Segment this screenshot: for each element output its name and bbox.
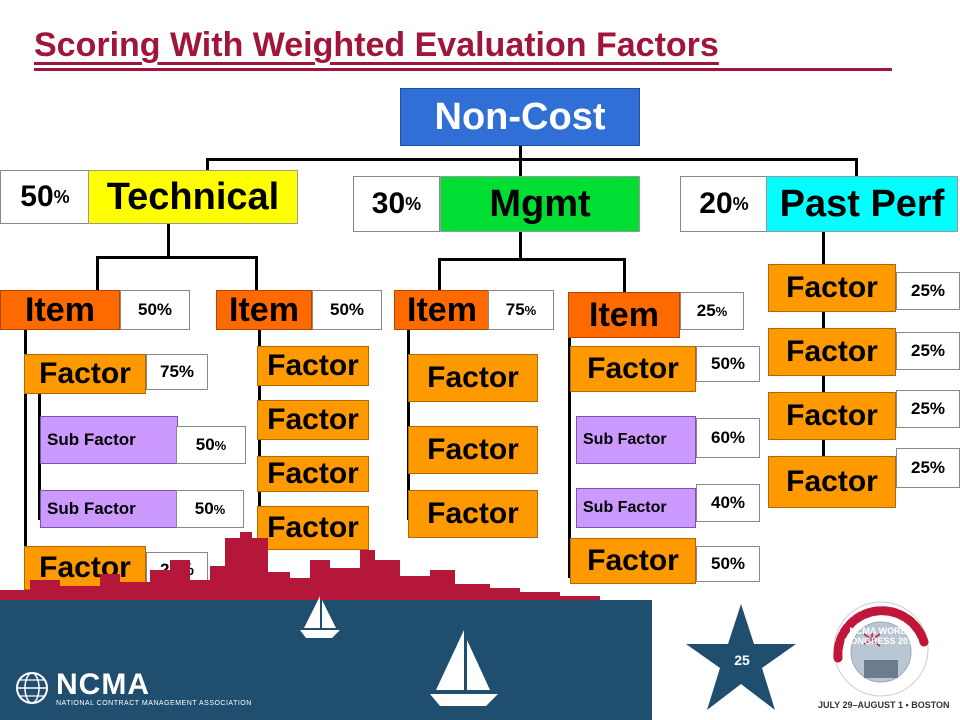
event-name: NCMA WORLD CONGRESS 2012 xyxy=(843,626,919,646)
mgmt-item-2-subfactor-1: Sub Factor xyxy=(576,416,696,464)
ncma-logo-text: NCMA xyxy=(56,668,150,701)
past-perf-factor-1: Factor xyxy=(768,264,896,312)
star-icon xyxy=(686,604,796,710)
technical-item-2-factor-1: Factor xyxy=(257,346,369,386)
mgmt-item-2: Item xyxy=(568,292,680,338)
title-underline xyxy=(34,68,892,71)
boston-skyline xyxy=(0,532,652,602)
past-perf-box: Past Perf xyxy=(766,176,958,232)
past-perf-weight: 20% xyxy=(680,176,768,232)
technical-item-1-factor-1: Factor xyxy=(24,354,146,394)
technical-item-1-subfactor-1-weight: 50% xyxy=(176,426,246,464)
technical-weight: 50% xyxy=(0,170,90,224)
mgmt-item-2-factor-1: Factor xyxy=(570,346,696,392)
mgmt-box: Mgmt xyxy=(440,176,640,232)
page-title: Scoring With Weighted Evaluation Factors xyxy=(34,26,719,64)
technical-item-1-subfactor-2-weight: 50% xyxy=(176,490,244,528)
technical-item-2: Item xyxy=(216,290,312,330)
non-cost-box: Non-Cost xyxy=(400,88,640,146)
technical-item-2-weight: 50% xyxy=(312,290,382,330)
past-perf-factor-2: Factor xyxy=(768,328,896,376)
past-perf-factor-2-weight: 25% xyxy=(896,332,960,370)
mgmt-item-2-factor-2-weight: 50% xyxy=(696,546,760,582)
mgmt-item-2-weight: 25% xyxy=(680,292,744,330)
mgmt-item-2-factor-2: Factor xyxy=(570,538,696,584)
mgmt-item-2-factor-1-weight: 50% xyxy=(696,346,760,382)
event-dates: JULY 29–AUGUST 1 • BOSTON xyxy=(818,700,950,710)
mgmt-item-1-factor-1: Factor xyxy=(408,354,538,402)
fireworks-icon xyxy=(863,630,881,647)
mgmt-item-1-factor-3: Factor xyxy=(408,490,538,538)
mgmt-item-1-weight: 75% xyxy=(488,290,554,330)
mgmt-item-2-subfactor-2: Sub Factor xyxy=(576,488,696,528)
page-number: 25 xyxy=(734,652,750,668)
past-perf-factor-3-weight: 25% xyxy=(896,390,960,428)
past-perf-factor-4: Factor xyxy=(768,456,896,508)
technical-item-1-subfactor-2: Sub Factor xyxy=(40,490,178,528)
mgmt-item-1: Item xyxy=(394,290,490,330)
sailboat-icon xyxy=(430,630,498,706)
globe-icon xyxy=(16,672,48,704)
mgmt-item-1-factor-2: Factor xyxy=(408,426,538,474)
technical-item-2-factor-2: Factor xyxy=(257,400,369,440)
technical-item-2-factor-4: Factor xyxy=(257,506,369,550)
world-congress-seal xyxy=(833,601,929,697)
ncma-logo-subtext: NATIONAL CONTRACT MANAGEMENT ASSOCIATION xyxy=(56,700,252,707)
technical-item-1-factor-1-weight: 75% xyxy=(146,354,208,390)
technical-item-1-subfactor-1: Sub Factor xyxy=(40,416,178,464)
mgmt-weight: 30% xyxy=(353,176,440,232)
past-perf-factor-4-weight: 25% xyxy=(896,448,960,488)
technical-item-1-weight: 50% xyxy=(120,290,190,330)
technical-item-1: Item xyxy=(0,290,120,330)
technical-box: Technical xyxy=(88,170,298,224)
technical-item-2-factor-3: Factor xyxy=(257,456,369,492)
mgmt-item-2-subfactor-1-weight: 60% xyxy=(696,418,760,458)
past-perf-factor-3: Factor xyxy=(768,392,896,440)
sailboat-icon xyxy=(300,596,340,638)
mgmt-item-2-subfactor-2-weight: 40% xyxy=(696,484,760,522)
past-perf-factor-1-weight: 25% xyxy=(896,272,960,310)
